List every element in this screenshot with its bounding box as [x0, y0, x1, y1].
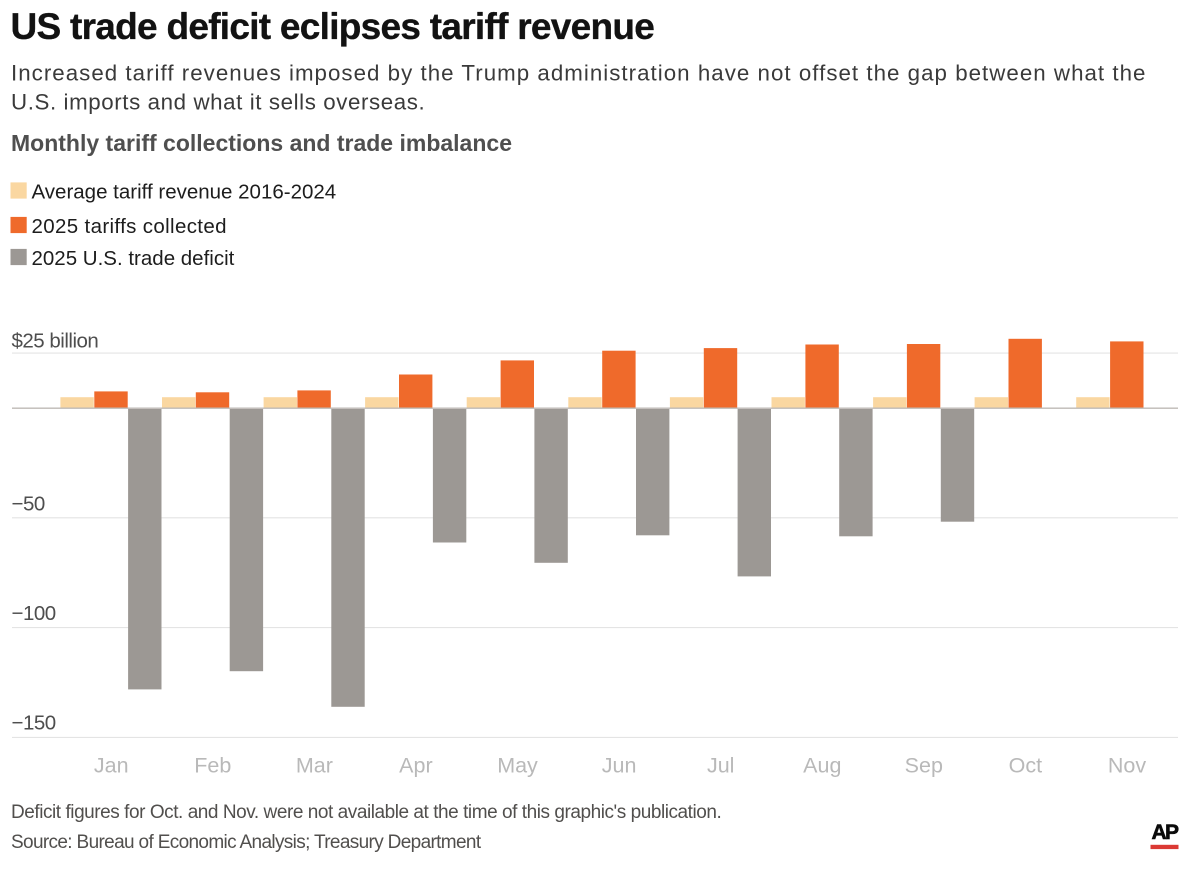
svg-text:May: May	[497, 754, 538, 778]
svg-text:Oct: Oct	[1009, 754, 1042, 778]
svg-text:Jan: Jan	[94, 754, 129, 778]
svg-text:Nov: Nov	[1108, 754, 1146, 778]
svg-text:−150: −150	[12, 712, 56, 735]
svg-text:2025 tariffs collected: 2025 tariffs collected	[32, 215, 227, 238]
svg-text:Deficit figures for Oct. and N: Deficit figures for Oct. and Nov. were n…	[11, 802, 721, 823]
svg-text:Aug: Aug	[803, 754, 841, 778]
svg-text:U.S. imports and what it sells: U.S. imports and what it sells overseas.	[11, 89, 425, 114]
svg-text:Sep: Sep	[905, 754, 943, 778]
svg-text:AP: AP	[1152, 821, 1179, 844]
svg-text:−50: −50	[12, 492, 45, 515]
svg-text:2025 U.S. trade deficit: 2025 U.S. trade deficit	[32, 247, 235, 270]
svg-text:Mar: Mar	[296, 754, 333, 778]
svg-text:Jul: Jul	[707, 754, 734, 778]
svg-text:$25 billion: $25 billion	[12, 330, 99, 353]
svg-text:Monthly tariff collections and: Monthly tariff collections and trade imb…	[11, 130, 512, 156]
svg-text:Source: Bureau of Economic Ana: Source: Bureau of Economic Analysis; Tre…	[11, 832, 482, 853]
svg-text:Feb: Feb	[194, 754, 231, 778]
svg-text:Jun: Jun	[602, 754, 637, 778]
svg-text:US trade deficit eclipses tari: US trade deficit eclipses tariff revenue	[11, 6, 655, 47]
svg-text:Apr: Apr	[399, 754, 432, 778]
svg-text:−100: −100	[12, 602, 56, 625]
svg-text:Increased tariff revenues impo: Increased tariff revenues imposed by the…	[11, 61, 1146, 86]
svg-text:Average tariff revenue 2016-20: Average tariff revenue 2016-2024	[32, 181, 337, 204]
